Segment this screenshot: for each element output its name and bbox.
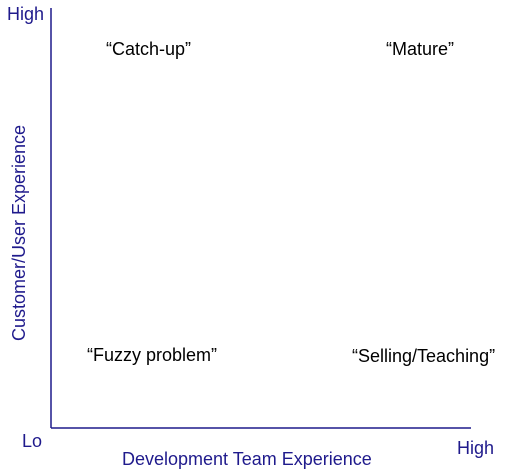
quadrant-top-right-label: “Mature”	[386, 39, 455, 59]
origin-label: Lo	[22, 431, 43, 451]
y-axis-title: Customer/User Experience	[9, 124, 29, 342]
x-axis-high-label: High	[457, 438, 495, 458]
x-axis-title: Development Team Experience	[122, 449, 372, 469]
quadrant-bottom-left-label: “Fuzzy problem”	[87, 345, 218, 365]
quadrant-bottom-right-label: “Selling/Teaching”	[352, 346, 496, 366]
y-axis-high-label: High	[7, 4, 45, 24]
quadrant-top-left-label: “Catch-up”	[106, 39, 192, 59]
